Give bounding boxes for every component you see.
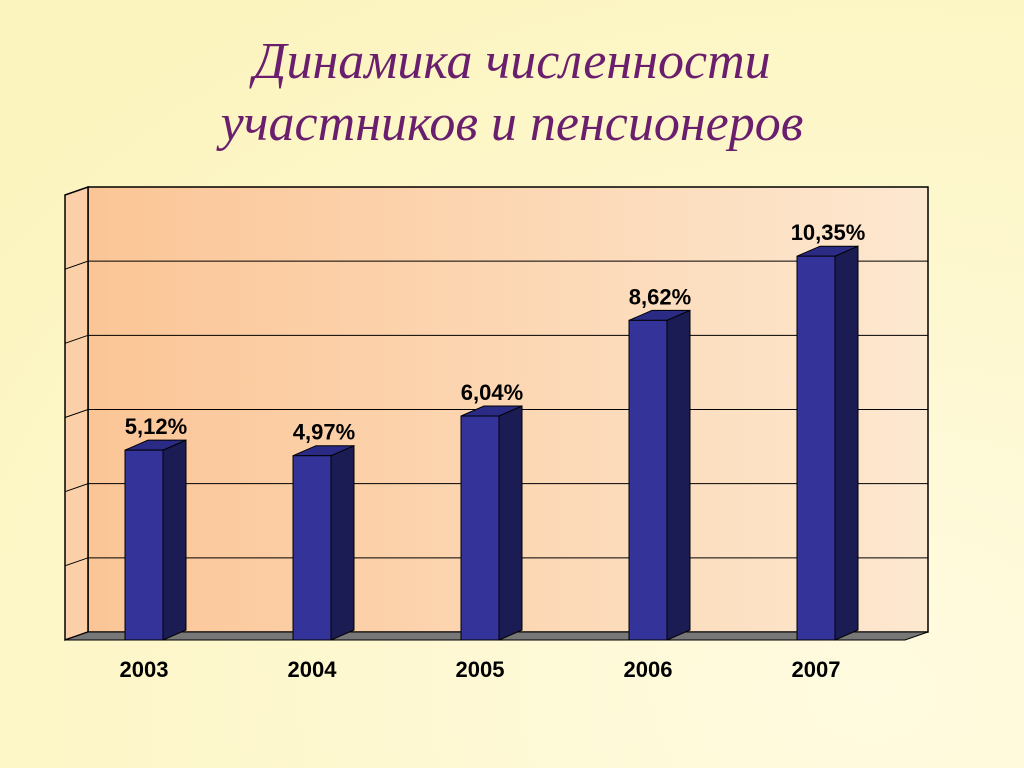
x-tick-label: 2006 bbox=[624, 657, 673, 682]
value-label: 8,62% bbox=[629, 284, 691, 309]
bar-side bbox=[666, 309, 691, 641]
bar-side bbox=[162, 439, 187, 641]
bar bbox=[628, 319, 668, 641]
bar-side bbox=[834, 245, 859, 641]
x-tick-label: 2005 bbox=[456, 657, 505, 682]
x-tick-label: 2003 bbox=[120, 657, 169, 682]
value-label: 5,12% bbox=[125, 414, 187, 439]
bar bbox=[292, 455, 332, 641]
title-line: Динамика численности bbox=[248, 33, 770, 90]
bar bbox=[460, 415, 500, 641]
grid-line bbox=[64, 186, 928, 196]
chart-title: Динамика численности участников и пенсион… bbox=[216, 33, 804, 152]
x-tick-label: 2004 bbox=[288, 657, 338, 682]
value-label: 10,35% bbox=[791, 220, 866, 245]
plot: 5,12% 2003 4,97% 2004 6,04% 2005 8,62% 2006 10,3… bbox=[64, 185, 929, 682]
value-label: 6,04% bbox=[461, 380, 523, 405]
grid-line bbox=[64, 260, 928, 270]
bar bbox=[124, 449, 164, 641]
x-tick-label: 2007 bbox=[792, 657, 841, 682]
bar bbox=[796, 255, 836, 641]
title-line: участников и пенсионеров bbox=[216, 95, 804, 152]
value-label: 4,97% bbox=[293, 420, 355, 445]
bar-side bbox=[330, 444, 355, 641]
bar-side bbox=[498, 405, 523, 641]
